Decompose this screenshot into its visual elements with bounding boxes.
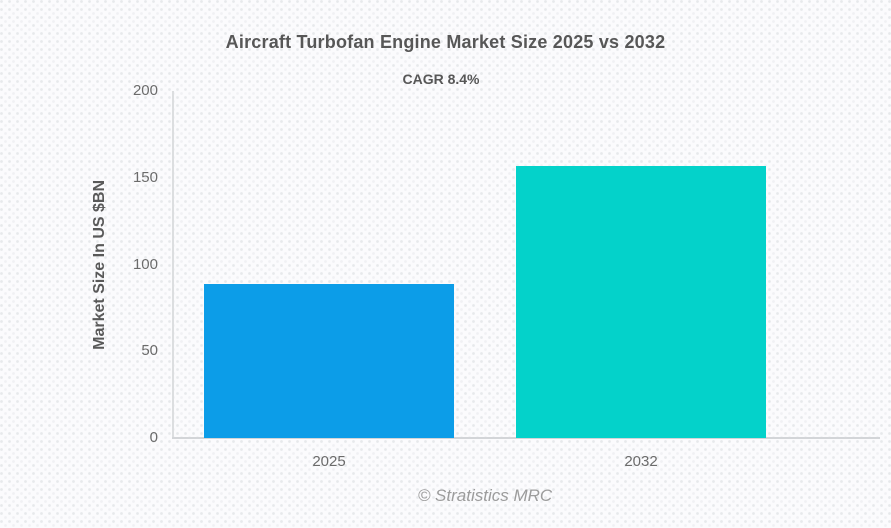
chart-subtitle: CAGR 8.4% <box>402 71 480 87</box>
y-tick-label-150: 150 <box>132 168 158 186</box>
x-axis-line <box>172 437 880 439</box>
y-axis-line <box>172 91 174 438</box>
y-tick-label-50: 50 <box>141 342 158 360</box>
x-tick-label-2032: 2032 <box>624 453 658 470</box>
chart-title: Aircraft Turbofan Engine Market Size 202… <box>225 32 666 52</box>
y-tick-label-100: 100 <box>132 255 158 273</box>
bar-2032 <box>516 165 766 438</box>
watermark-credit: © Stratistics MRC <box>417 486 553 505</box>
bar-2025 <box>204 283 454 438</box>
y-tick-label-0: 0 <box>149 429 158 446</box>
x-tick-label-2025: 2025 <box>312 453 346 470</box>
y-tick-label-200: 200 <box>132 82 158 99</box>
